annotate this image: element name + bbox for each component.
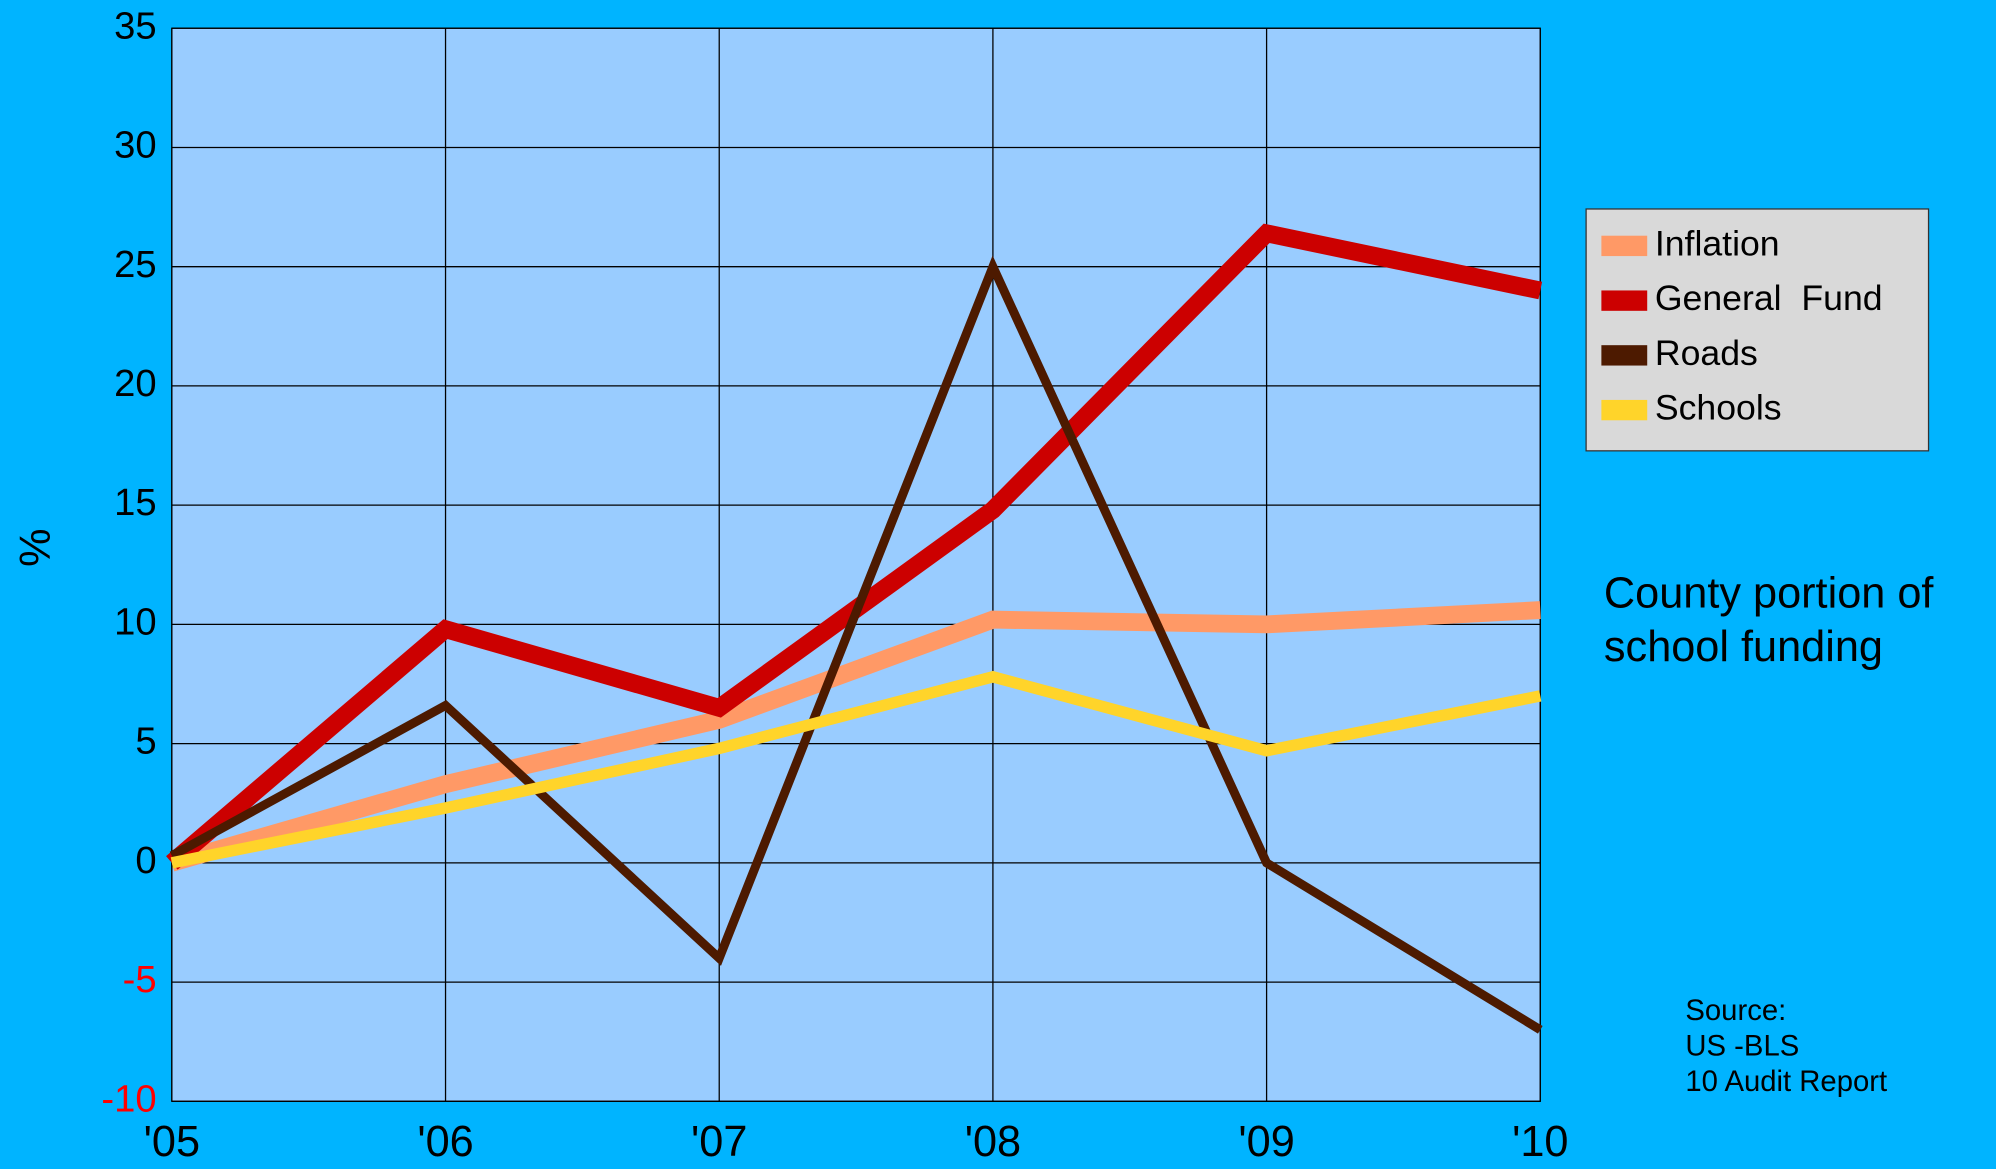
source-note: Source:: [1685, 995, 1786, 1027]
x-tick-label: '06: [417, 1118, 473, 1166]
legend-swatch: [1601, 235, 1648, 257]
y-tick-label: -5: [123, 958, 157, 1001]
legend-swatch: [1601, 290, 1648, 311]
y-tick-label: 10: [114, 600, 156, 643]
series-line: [169, 255, 1543, 1034]
x-tick-label: '05: [144, 1118, 200, 1166]
legend-label: Schools: [1655, 388, 1782, 428]
y-tick-label: 5: [135, 720, 156, 763]
y-tick-label: 35: [114, 4, 156, 47]
source-note: 10 Audit Report: [1685, 1066, 1887, 1098]
x-tick-label: '08: [965, 1118, 1021, 1166]
x-tick-label: '07: [691, 1118, 747, 1166]
y-tick-label: 0: [135, 839, 156, 882]
series-line: [169, 601, 1541, 872]
annotation: County portion of: [1604, 569, 1934, 617]
y-axis-label: %: [12, 528, 60, 566]
legend-label: Roads: [1655, 333, 1758, 373]
plot-area: [171, 28, 1541, 1102]
legend-label: Inflation: [1655, 223, 1780, 263]
y-tick-label: 25: [114, 243, 156, 286]
series-line: [170, 670, 1542, 869]
x-tick-label: '10: [1512, 1118, 1568, 1166]
y-tick-label: -10: [101, 1077, 156, 1120]
annotation: school funding: [1604, 623, 1883, 671]
legend-swatch: [1601, 399, 1648, 421]
y-tick-label: 15: [114, 481, 156, 524]
y-tick-label: 30: [114, 124, 156, 167]
y-tick-label: 20: [114, 362, 156, 405]
legend-label: General Fund: [1655, 278, 1883, 318]
plot-border: [171, 27, 1541, 1102]
x-tick-label: '09: [1238, 1118, 1294, 1166]
source-note: US -BLS: [1685, 1031, 1799, 1063]
legend-swatch: [1601, 345, 1648, 366]
